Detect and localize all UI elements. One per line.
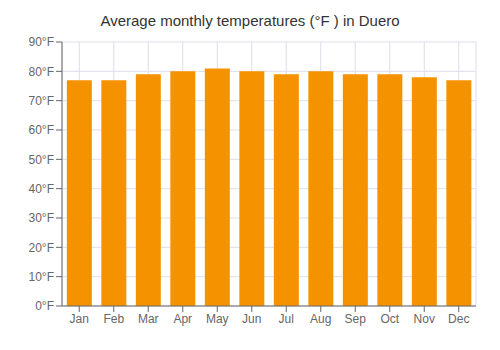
svg-text:Feb: Feb (103, 312, 124, 326)
svg-text:0°F: 0°F (35, 299, 54, 313)
svg-text:May: May (206, 312, 229, 326)
svg-text:Jun: Jun (242, 312, 261, 326)
svg-text:Mar: Mar (138, 312, 159, 326)
svg-text:30°F: 30°F (29, 211, 54, 225)
svg-text:Jan: Jan (70, 312, 89, 326)
svg-text:Sep: Sep (345, 312, 367, 326)
svg-text:20°F: 20°F (29, 241, 54, 255)
svg-text:10°F: 10°F (29, 270, 54, 284)
svg-text:Aug: Aug (310, 312, 331, 326)
svg-text:Apr: Apr (173, 312, 192, 326)
svg-text:Dec: Dec (448, 312, 469, 326)
svg-text:60°F: 60°F (29, 123, 54, 137)
svg-text:Jul: Jul (279, 312, 294, 326)
svg-text:80°F: 80°F (29, 65, 54, 79)
svg-text:70°F: 70°F (29, 94, 54, 108)
svg-text:Nov: Nov (414, 312, 435, 326)
html-text:Average monthly temperatures (: Average monthly temperatures (°F ) in Du… (100, 12, 400, 29)
svg-text:90°F: 90°F (29, 35, 54, 49)
svg-text:Oct: Oct (380, 312, 399, 326)
svg-text:50°F: 50°F (29, 153, 54, 167)
svg-text:40°F: 40°F (29, 182, 54, 196)
